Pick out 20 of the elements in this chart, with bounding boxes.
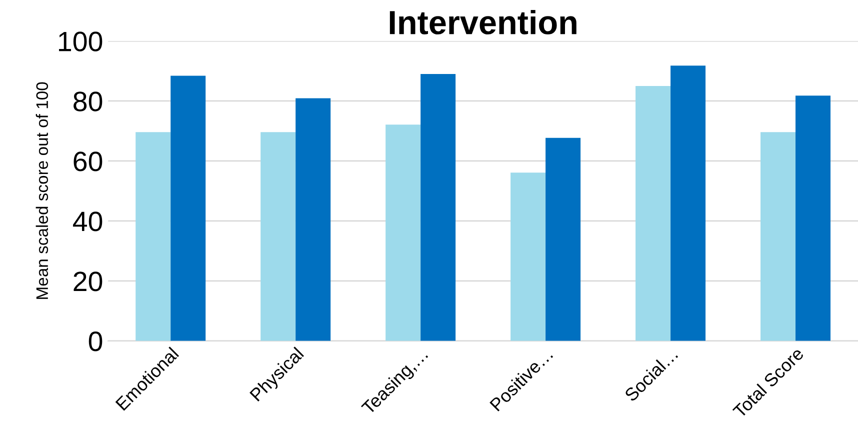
bar — [136, 132, 171, 341]
bar — [420, 74, 456, 341]
bar — [170, 76, 206, 341]
y-tick-label: 40 — [72, 212, 102, 232]
bar — [546, 138, 581, 341]
bar — [260, 132, 296, 341]
bar — [510, 172, 546, 341]
y-tick-label: 60 — [74, 152, 102, 172]
bar — [386, 124, 421, 341]
y-axis-title: Mean scaled score out of 100 — [36, 82, 48, 299]
bar — [636, 86, 671, 341]
bar — [296, 98, 331, 341]
y-tick-label: 0 — [88, 332, 102, 352]
y-tick-label: 20 — [74, 272, 102, 292]
bar — [760, 132, 796, 341]
y-tick-label: 80 — [74, 92, 102, 112]
chart-title: Intervention — [390, 10, 576, 34]
bar — [670, 66, 706, 341]
y-tick-label: 100 — [59, 32, 102, 52]
bar — [796, 96, 831, 341]
